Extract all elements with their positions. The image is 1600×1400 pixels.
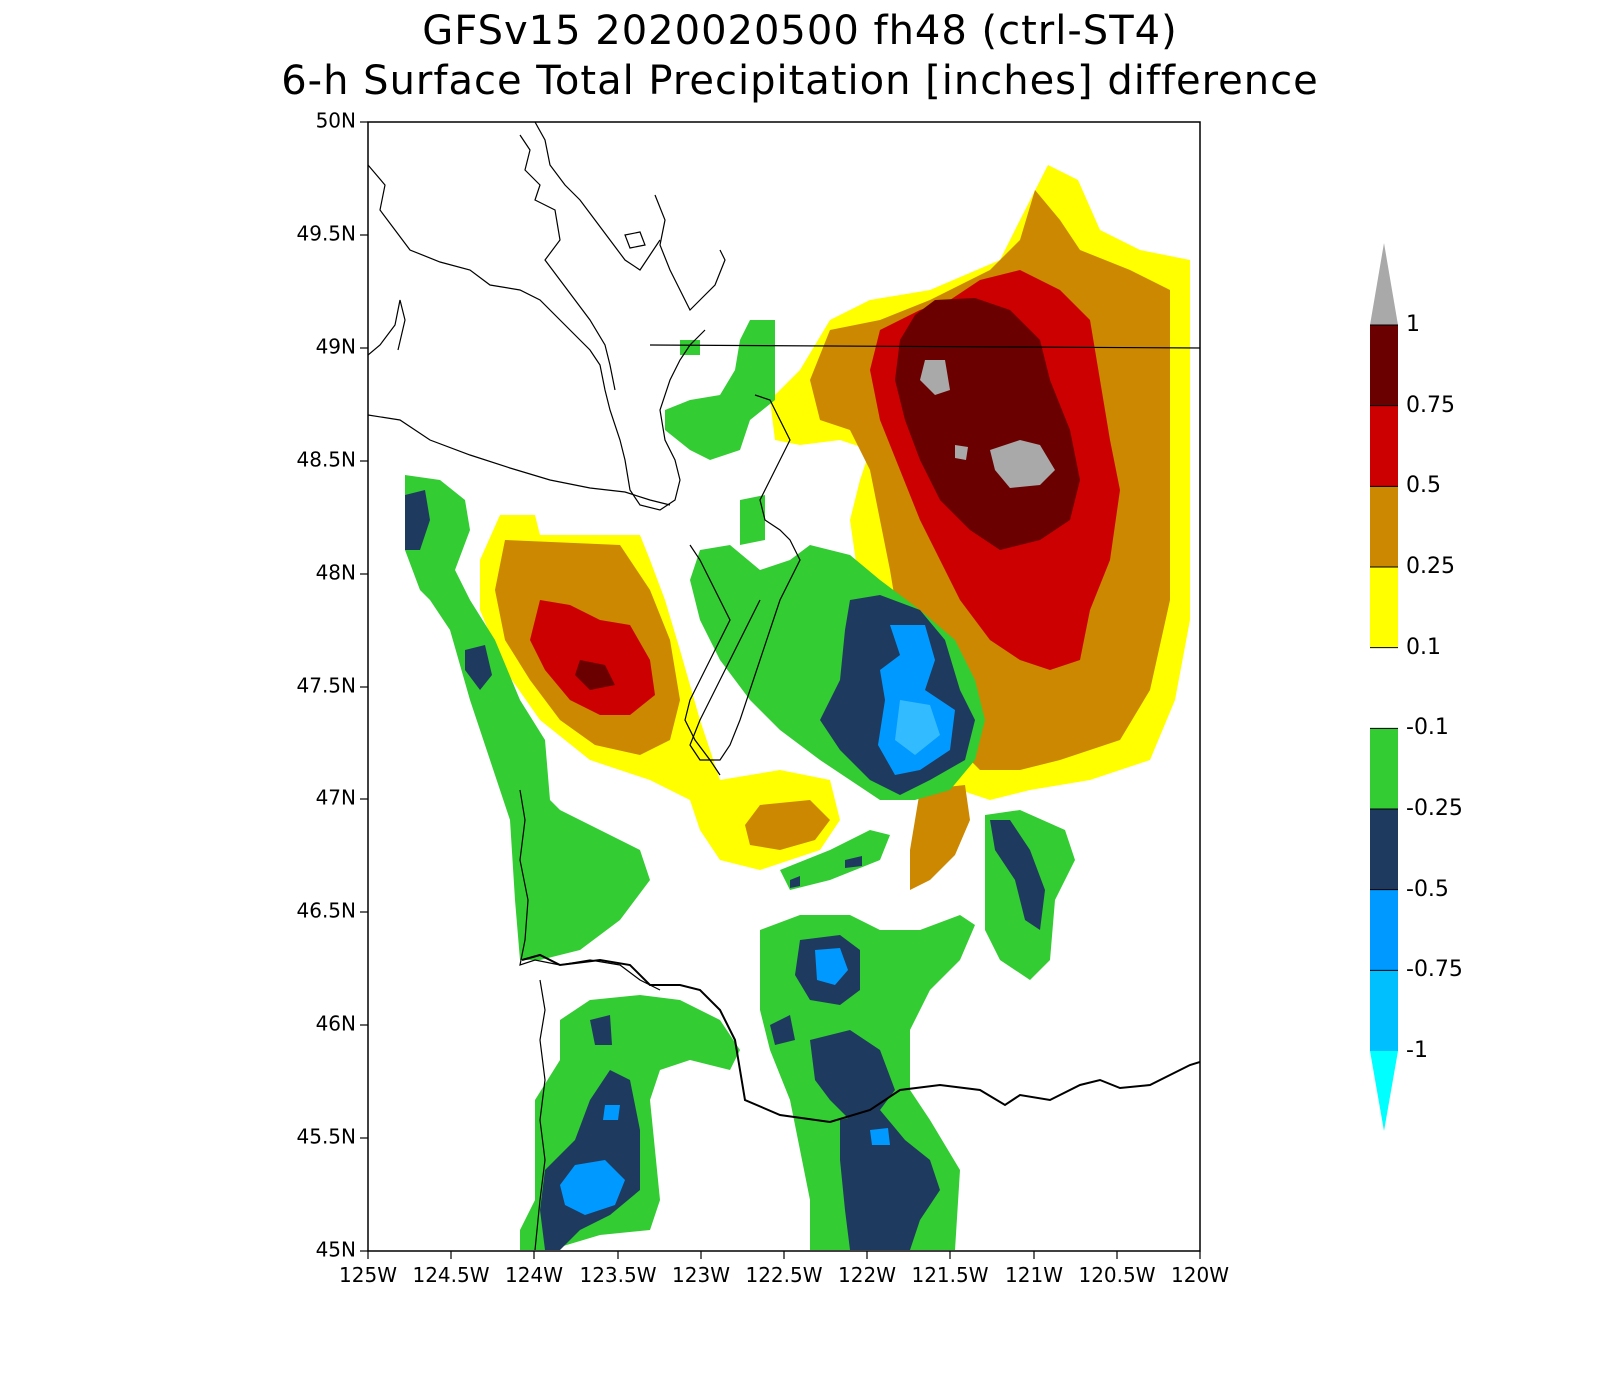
lat-tick-label: 48N	[316, 561, 356, 585]
lon-tick-label: 124W	[505, 1263, 563, 1287]
colorbar-label: -0.25	[1406, 796, 1463, 821]
region-green-north-2	[680, 340, 700, 355]
colorbar-segment	[1370, 486, 1398, 567]
coastlines	[368, 122, 1200, 1251]
region-blue-southwest	[560, 1105, 625, 1215]
region-gray-east-2	[990, 440, 1055, 488]
region-orange-south-1	[745, 800, 830, 850]
lat-tick-label: 49N	[316, 335, 356, 359]
lon-axis	[367, 1251, 1201, 1259]
colorbar-segments	[1370, 324, 1398, 1051]
region-red-west	[530, 600, 655, 715]
region-navy-central-south	[770, 935, 940, 1250]
region-gray-east-3	[955, 445, 968, 460]
colorbar-label: 0.25	[1406, 554, 1455, 579]
map-title-line2: 6-h Surface Total Precipitation [inches]…	[281, 58, 1319, 104]
colorbar-segment	[1370, 647, 1398, 729]
lat-tick-label: 45.5N	[297, 1125, 357, 1149]
lon-tick-label: 122W	[838, 1263, 896, 1287]
colorbar-label: -1	[1406, 1038, 1428, 1063]
colorbar-segment	[1370, 325, 1398, 406]
lat-tick-label: 46.5N	[297, 899, 357, 923]
colorbar-label: -0.5	[1406, 877, 1449, 902]
region-gray-east-1	[920, 360, 950, 395]
region-blue-central-south	[815, 948, 890, 1145]
colorbar-label: 1	[1406, 312, 1420, 337]
lon-tick-label: 123W	[672, 1263, 730, 1287]
colorbar-label: 0.1	[1406, 635, 1441, 660]
lon-labels: 125W 124.5W 124W 123.5W 123W 122.5W 122W…	[339, 1263, 1229, 1287]
region-green-north-3	[740, 495, 765, 545]
region-navy-misc	[790, 856, 862, 888]
region-green-north-1	[665, 320, 775, 460]
lon-tick-label: 120W	[1171, 1263, 1229, 1287]
region-darkred-west	[575, 660, 615, 690]
state-border	[521, 953, 1200, 1124]
colorbar: 1 0.75 0.5 0.25 0.1 -0.1 -0.25 -0.5 -0.7…	[1370, 243, 1463, 1131]
lat-tick-label: 48.5N	[297, 448, 357, 472]
lon-tick-label: 122.5W	[745, 1263, 822, 1287]
colorbar-label: -0.1	[1406, 715, 1449, 740]
region-orange-south-2	[910, 785, 970, 890]
lat-tick-label: 45N	[316, 1238, 356, 1262]
region-green-south-mid	[780, 830, 890, 890]
colorbar-segment	[1370, 728, 1398, 809]
lon-tick-label: 121W	[1005, 1263, 1063, 1287]
region-lightblue-puget	[895, 700, 940, 755]
lat-axis	[360, 121, 368, 1252]
region-green-coast	[405, 475, 650, 960]
colorbar-segment	[1370, 809, 1398, 890]
lon-tick-label: 125W	[339, 1263, 397, 1287]
lon-tick-label: 121.5W	[911, 1263, 988, 1287]
lat-tick-label: 47N	[316, 786, 356, 810]
lon-tick-label: 124.5W	[412, 1263, 489, 1287]
map-title-line1: GFSv15 2020020500 fh48 (ctrl-ST4)	[422, 8, 1178, 54]
colorbar-label: 0.5	[1406, 473, 1441, 498]
lat-tick-label: 46N	[316, 1012, 356, 1036]
lon-tick-label: 120.5W	[1078, 1263, 1155, 1287]
lat-labels: 50N 49.5N 49N 48.5N 48N 47.5N 47N 46.5N …	[297, 109, 357, 1262]
colorbar-segment	[1370, 970, 1398, 1051]
region-navy-coast-2	[465, 645, 492, 690]
colorbar-segment	[1370, 567, 1398, 648]
colorbar-segment	[1370, 889, 1398, 971]
colorbar-segment	[1370, 405, 1398, 487]
lat-tick-label: 49.5N	[297, 222, 357, 246]
colorbar-label: 0.75	[1406, 393, 1455, 418]
colorbar-label: -0.75	[1406, 957, 1463, 982]
region-navy-coast-1	[405, 490, 430, 550]
lat-tick-label: 47.5N	[297, 674, 357, 698]
region-navy-east-south	[990, 820, 1045, 930]
colorbar-bottom-arrow	[1370, 1051, 1398, 1131]
precip-difference-field	[368, 122, 1200, 1251]
colorbar-top-arrow	[1370, 243, 1398, 325]
lat-tick-label: 50N	[316, 109, 356, 133]
lon-tick-label: 123.5W	[579, 1263, 656, 1287]
